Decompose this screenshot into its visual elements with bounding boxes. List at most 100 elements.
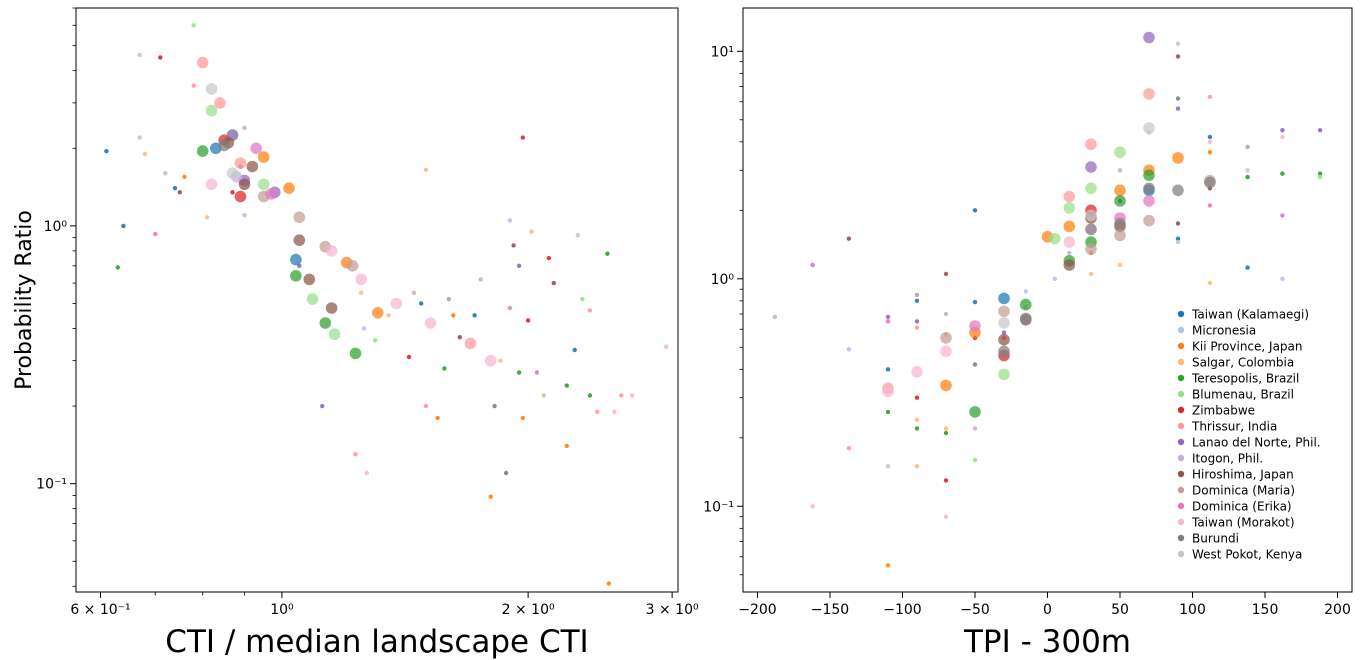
data-point <box>1117 262 1123 268</box>
data-point <box>1085 223 1097 236</box>
data-point <box>446 296 452 302</box>
data-point <box>1114 146 1126 158</box>
data-point <box>575 233 580 238</box>
data-point <box>293 234 306 246</box>
data-point <box>355 273 368 286</box>
data-point <box>451 313 456 318</box>
data-point <box>182 174 187 179</box>
data-point <box>492 403 497 409</box>
legend-label: Lanao del Norte, Phil. <box>1192 436 1321 450</box>
data-point <box>1143 169 1155 182</box>
data-point <box>386 313 391 318</box>
data-point <box>1207 280 1213 285</box>
data-point <box>257 151 270 163</box>
data-point <box>1143 31 1155 44</box>
data-point <box>372 338 378 343</box>
data-point <box>435 415 440 421</box>
y-axis-label: Probability Ratio <box>12 210 37 390</box>
data-point <box>503 470 509 476</box>
legend-marker <box>1177 470 1185 478</box>
data-point <box>914 395 920 400</box>
x-tick-label: 6 × 10⁻¹ <box>70 602 130 618</box>
data-point <box>911 366 923 378</box>
data-point <box>1207 150 1213 155</box>
x-tick-label: −50 <box>960 602 990 618</box>
y-tick-label: 10¹ <box>711 44 734 60</box>
data-point <box>226 167 239 179</box>
data-point <box>1317 171 1323 176</box>
data-point <box>1175 54 1181 59</box>
data-point <box>587 393 593 398</box>
x-tick-label: 0 <box>1043 602 1052 618</box>
data-point <box>442 366 447 371</box>
y-tick-label: 10⁻¹ <box>703 499 734 515</box>
data-point <box>998 317 1010 329</box>
data-point <box>1114 229 1126 242</box>
legend-label: Thrissur, India <box>1191 420 1277 434</box>
data-point <box>472 313 477 318</box>
data-point <box>137 135 142 140</box>
data-point <box>810 504 815 509</box>
data-point <box>940 379 952 392</box>
data-point <box>914 417 920 422</box>
data-point <box>257 178 270 191</box>
data-point <box>478 277 483 282</box>
data-point <box>629 393 635 398</box>
data-point <box>1317 128 1323 133</box>
data-point <box>914 464 920 469</box>
data-point <box>423 167 429 172</box>
x-tick-label: −100 <box>883 602 921 618</box>
data-point <box>1143 214 1155 227</box>
data-point <box>1245 174 1250 180</box>
data-point <box>914 292 920 298</box>
data-point <box>612 409 617 414</box>
legend-marker <box>1177 390 1185 398</box>
legend-label: Hiroshima, Japan <box>1192 468 1294 482</box>
data-point <box>507 305 513 311</box>
data-point <box>914 325 920 330</box>
data-point <box>205 83 218 95</box>
legend-label: Dominica (Erika) <box>1192 500 1292 514</box>
data-point <box>1207 94 1213 100</box>
data-point <box>810 262 815 268</box>
data-point <box>359 290 364 295</box>
data-point <box>914 426 920 431</box>
x-tick-label: 200 <box>1324 602 1351 618</box>
legend-label: West Pokot, Kenya <box>1192 548 1302 562</box>
data-point <box>293 211 306 224</box>
data-point <box>551 280 556 286</box>
legend-marker <box>1177 438 1185 446</box>
legend-marker <box>1177 406 1185 414</box>
data-point <box>885 367 891 372</box>
legend-label: Dominica (Maria) <box>1192 484 1295 498</box>
data-point <box>605 251 610 256</box>
data-point <box>541 393 546 398</box>
data-point <box>246 160 259 173</box>
data-point <box>1207 203 1213 208</box>
legend-marker <box>1177 326 1185 334</box>
data-point <box>1063 236 1076 248</box>
data-point <box>1207 139 1213 144</box>
x-axis-label: TPI - 300m <box>963 624 1131 660</box>
data-point <box>606 581 611 586</box>
legend-label: Micronesia <box>1192 324 1256 338</box>
legend-marker <box>1177 310 1185 318</box>
data-point <box>238 178 251 191</box>
legend-label: Taiwan (Morakot) <box>1191 516 1295 530</box>
data-point <box>1085 161 1097 173</box>
legend-marker <box>1177 342 1185 350</box>
x-tick-label: 150 <box>1252 602 1279 618</box>
x-tick-label: 50 <box>1111 602 1129 618</box>
data-point <box>1207 134 1213 140</box>
data-point <box>587 308 593 313</box>
data-point <box>158 55 163 60</box>
data-point <box>564 383 569 388</box>
data-point <box>969 320 981 332</box>
data-point <box>972 457 978 463</box>
data-point <box>464 337 477 350</box>
x-axis-label: CTI / median landscape CTI <box>165 624 588 660</box>
data-point <box>1085 209 1097 222</box>
data-point <box>846 446 852 451</box>
data-point <box>349 347 362 360</box>
data-point <box>580 296 585 302</box>
